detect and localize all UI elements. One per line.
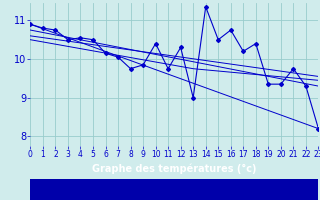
X-axis label: Graphe des températures (°c): Graphe des températures (°c) <box>92 163 257 174</box>
